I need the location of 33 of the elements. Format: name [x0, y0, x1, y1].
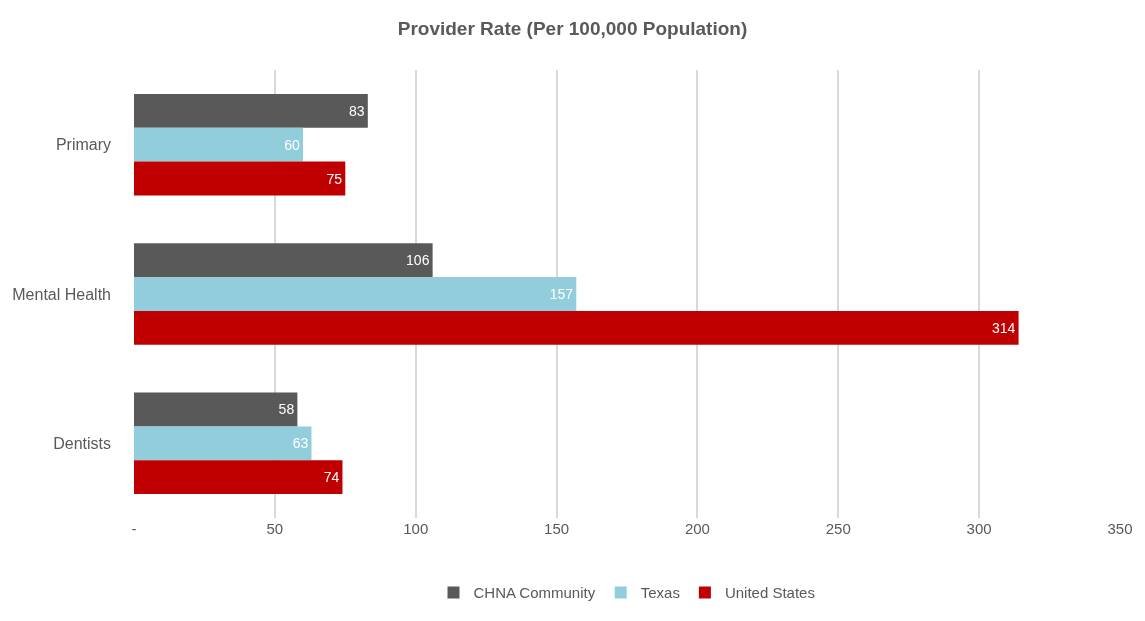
x-tick-label: 250: [825, 520, 851, 537]
bar: [134, 277, 577, 311]
data-label: 75: [326, 170, 343, 187]
bar: [134, 310, 1019, 345]
bar: [134, 161, 346, 196]
x-tick-label: -: [131, 520, 137, 537]
bar: [134, 93, 368, 128]
x-tick-label: 50: [266, 520, 284, 537]
data-label: 63: [292, 435, 309, 452]
legend-label: United States: [724, 584, 815, 602]
bar: [134, 392, 298, 427]
x-tick-label: 300: [966, 520, 992, 537]
chart-title: Provider Rate (Per 100,000 Population): [397, 18, 748, 40]
y-tick-label: Dentists: [53, 434, 111, 452]
data-label: 60: [284, 136, 301, 153]
y-tick-label: Primary: [55, 136, 111, 154]
bar: [134, 243, 433, 278]
bar: [134, 460, 343, 495]
x-tick-label: 100: [403, 520, 429, 537]
data-label: 83: [349, 102, 365, 119]
bar: [134, 426, 312, 461]
bar: [134, 127, 304, 162]
x-tick-label: 150: [544, 520, 570, 537]
legend-label: Texas: [640, 584, 680, 602]
data-label: 157: [549, 286, 574, 302]
y-tick-label: Mental Health: [12, 285, 111, 303]
data-label: 106: [406, 252, 430, 269]
data-label: 314: [992, 319, 1016, 336]
data-label: 58: [278, 401, 295, 418]
x-tick-label: 350: [1107, 520, 1133, 537]
data-label: 74: [323, 469, 340, 486]
x-tick-label: 200: [684, 520, 710, 537]
legend-label: CHNA Community: [473, 584, 596, 602]
